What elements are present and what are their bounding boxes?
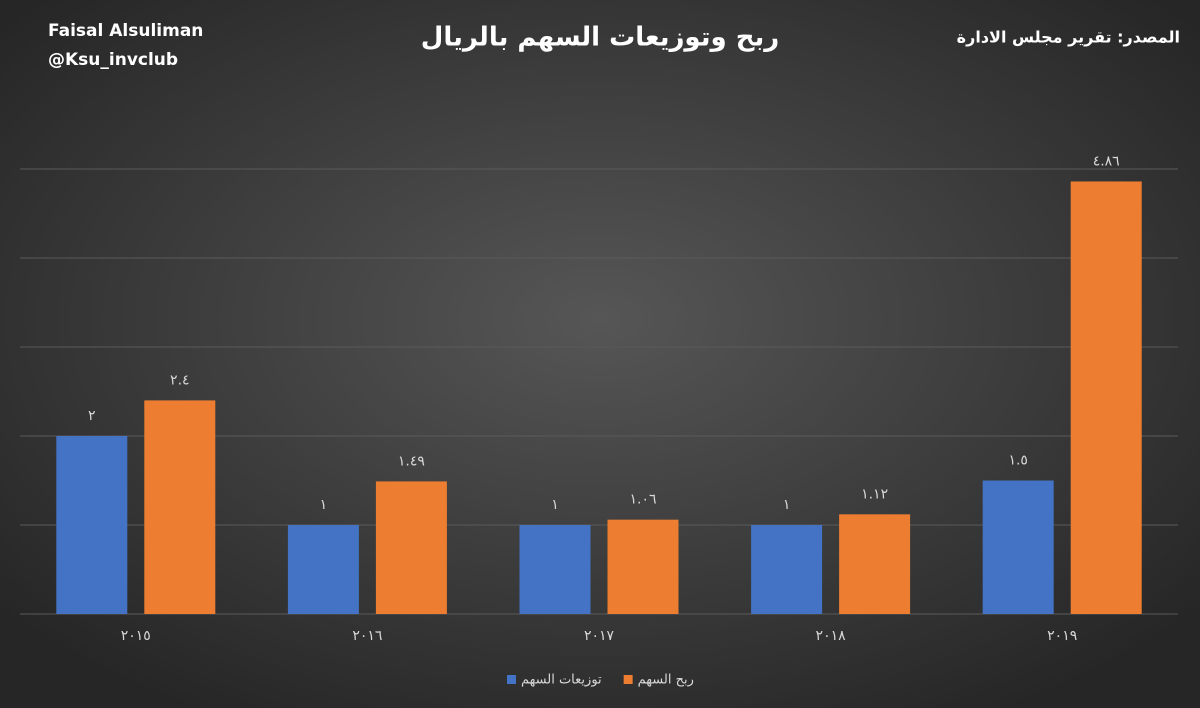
bar [839,514,911,614]
bar [375,481,447,614]
bar [144,400,216,614]
legend-label: ربح السهم [638,673,694,688]
legend-label: توزيعات السهم [521,673,602,688]
source: المصدر: تقرير مجلس الادارة [957,28,1180,47]
bar [607,519,679,614]
data-label: ١.١٢ [861,486,888,502]
data-label: ٢.٤ [170,372,190,388]
legend-swatch [507,675,516,684]
data-label: ١ [783,497,791,513]
data-label: ١ [320,497,328,513]
bar [982,480,1054,614]
author: Faisal Alsuliman [48,21,203,41]
x-tick-label: ٢٠١٦ [352,628,382,644]
x-tick-label: ٢٠١٩ [1047,628,1077,644]
bar [1070,181,1142,614]
data-label: ١.٥ [1008,453,1028,469]
data-label: ٤.٨٦ [1093,153,1120,169]
bar [751,525,823,614]
bar [519,525,591,614]
legend-swatch [623,675,633,684]
data-label: ١.٤٩ [398,453,425,469]
chart-title: ربح وتوزيعات السهم بالريال [421,23,779,53]
handle: @Ksu_invclub [48,50,178,70]
data-label: ٢ [88,408,96,424]
x-tick-label: ٢٠١٥ [121,628,151,644]
x-tick-label: ٢٠١٨ [816,628,847,644]
bar [287,525,359,614]
x-tick-label: ٢٠١٧ [584,628,615,644]
data-label: ١ [551,497,559,513]
data-label: ١.٠٦ [629,492,656,508]
bar [56,436,128,614]
